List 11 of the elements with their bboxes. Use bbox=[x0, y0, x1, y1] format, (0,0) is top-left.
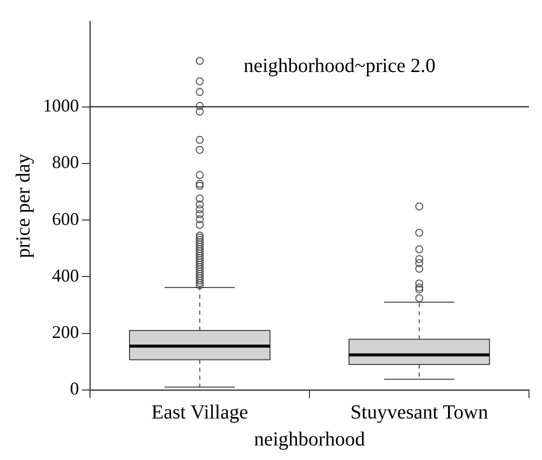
y-tick-label: 400 bbox=[52, 265, 79, 286]
x-tick-label: East Village bbox=[151, 401, 248, 424]
text: neighborhood~price 2.0 bbox=[244, 55, 436, 78]
y-tick-label: 800 bbox=[52, 152, 79, 172]
y-tick-label: 0 bbox=[70, 378, 79, 399]
y-axis-title: price per day bbox=[12, 154, 34, 258]
y-tick-label: 200 bbox=[52, 322, 79, 342]
x-tick-label: Stuyvesant Town bbox=[350, 401, 488, 424]
y-tick-label: 600 bbox=[52, 208, 79, 229]
y-tick-label: 1000 bbox=[43, 96, 79, 116]
x-axis-title: neighborhood bbox=[254, 428, 366, 450]
